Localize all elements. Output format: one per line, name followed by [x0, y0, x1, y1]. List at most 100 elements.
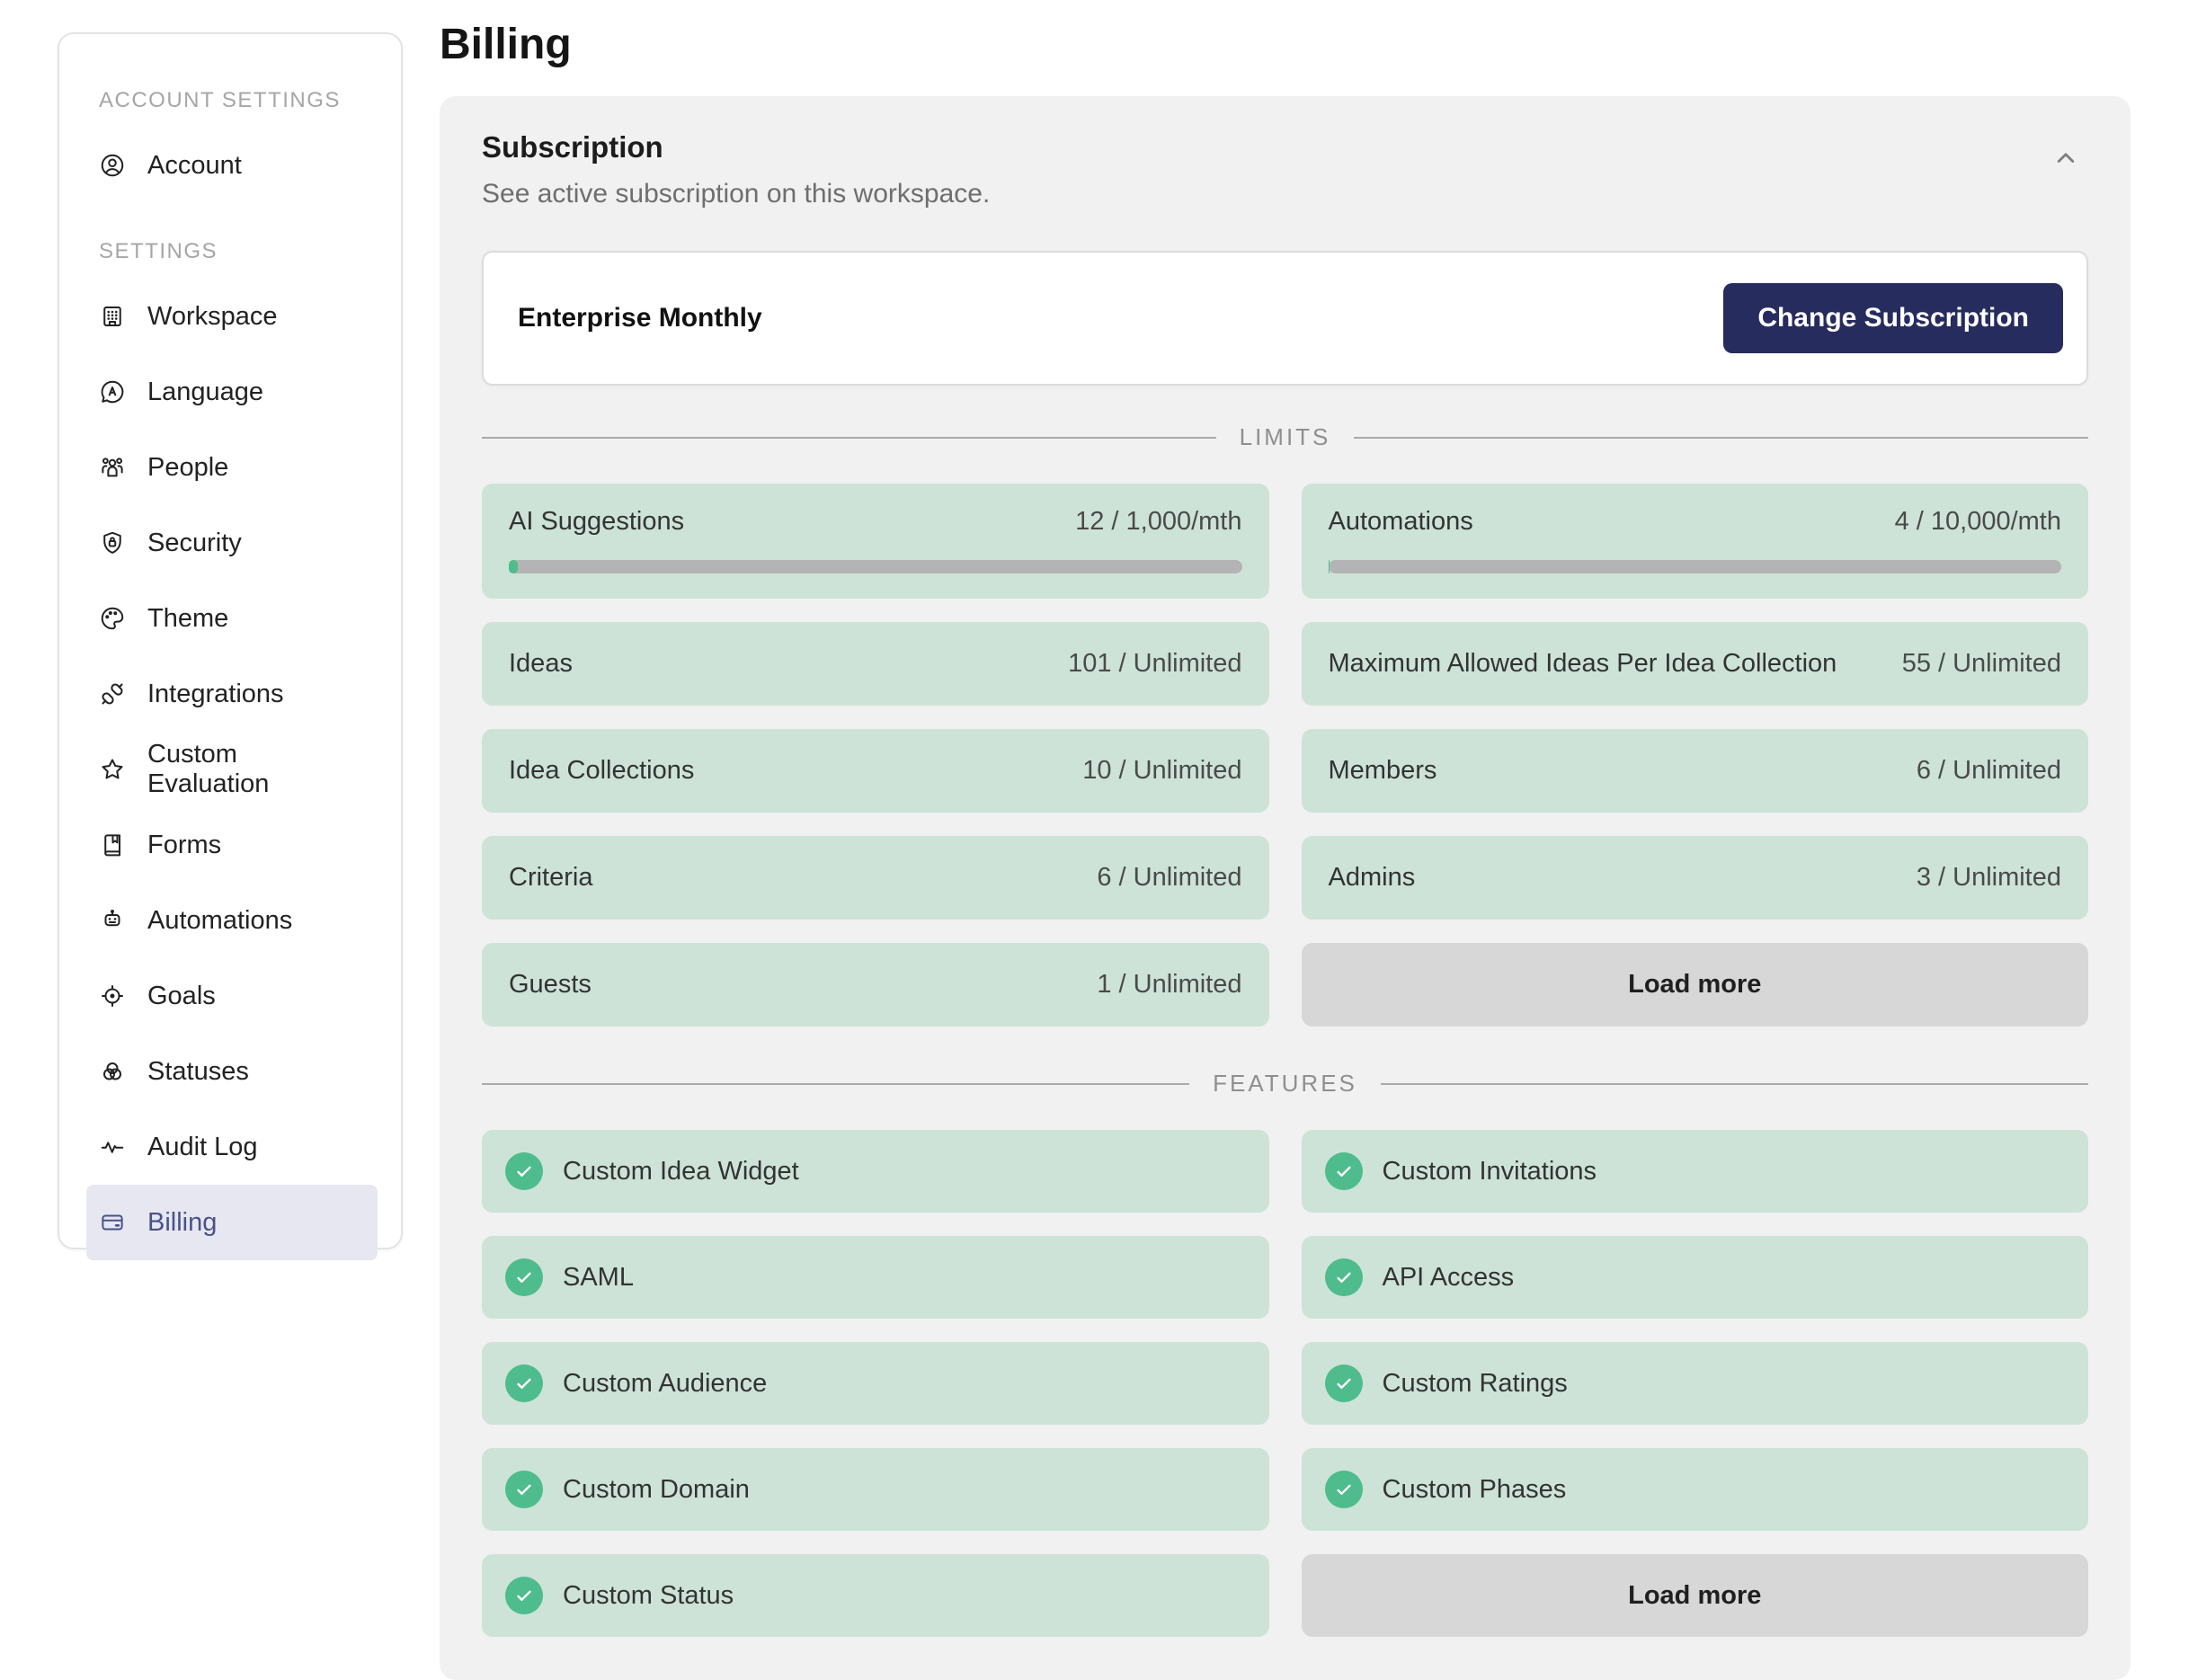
- feature-label: Custom Domain: [563, 1475, 750, 1505]
- statuses-icon: [99, 1058, 126, 1085]
- limit-name: Automations: [1329, 507, 1473, 537]
- limit-card: Admins 3 / Unlimited: [1302, 836, 2089, 920]
- check-icon: [505, 1152, 543, 1190]
- divider-line: [1381, 1083, 2088, 1085]
- limits-section-label: LIMITS: [1240, 423, 1331, 451]
- sidebar-item-audit-log[interactable]: Audit Log: [86, 1109, 378, 1185]
- limit-name: Members: [1329, 756, 1437, 786]
- check-icon: [505, 1577, 543, 1614]
- feature-card: Custom Phases: [1302, 1448, 2089, 1531]
- limit-name: AI Suggestions: [509, 507, 684, 537]
- check-icon: [1325, 1258, 1363, 1296]
- limit-value: 6 / Unlimited: [1097, 863, 1241, 893]
- check-icon: [505, 1364, 543, 1402]
- features-grid: Custom Idea Widget Custom Invitations SAML…: [482, 1130, 2088, 1637]
- limit-value: 6 / Unlimited: [1917, 756, 2061, 786]
- sidebar-section-label: ACCOUNT SETTINGS: [99, 88, 378, 113]
- pulse-icon: [99, 1133, 126, 1160]
- feature-label: Custom Idea Widget: [563, 1157, 799, 1187]
- limit-value: 1 / Unlimited: [1097, 970, 1241, 1000]
- feature-card: Custom Ratings: [1302, 1342, 2089, 1425]
- star-icon: [99, 756, 126, 783]
- limit-value: 3 / Unlimited: [1917, 863, 2061, 893]
- sidebar-item-label: Integrations: [147, 680, 284, 709]
- plan-card: Enterprise Monthly Change Subscription: [482, 251, 2088, 386]
- limit-value: 10 / Unlimited: [1082, 756, 1241, 786]
- sidebar-item-billing[interactable]: Billing: [86, 1185, 378, 1260]
- forms-icon: [99, 831, 126, 858]
- limit-value: 101 / Unlimited: [1068, 649, 1241, 679]
- sidebar-item-security[interactable]: Security: [86, 505, 378, 581]
- workspace-icon: [99, 303, 126, 330]
- sidebar-section-label: SETTINGS: [99, 239, 378, 264]
- subscription-title: Subscription: [482, 130, 990, 164]
- usage-progress-track: [1329, 560, 2062, 573]
- feature-label: SAML: [563, 1263, 634, 1293]
- feature-card: SAML: [482, 1236, 1269, 1319]
- sidebar-item-label: People: [147, 453, 228, 483]
- check-icon: [1325, 1471, 1363, 1508]
- sidebar-item-label: Forms: [147, 831, 221, 860]
- features-section-label: FEATURES: [1213, 1070, 1357, 1098]
- sidebar-item-label: Custom Evaluation: [147, 740, 365, 799]
- limit-name: Idea Collections: [509, 756, 694, 786]
- check-icon: [505, 1258, 543, 1296]
- limit-name: Criteria: [509, 863, 592, 893]
- limit-card: Guests 1 / Unlimited: [482, 943, 1269, 1027]
- feature-card: Custom Idea Widget: [482, 1130, 1269, 1213]
- subscription-header: Subscription See active subscription on …: [482, 130, 2088, 209]
- feature-card: Custom Domain: [482, 1448, 1269, 1531]
- sidebar-item-integrations[interactable]: Integrations: [86, 656, 378, 732]
- sidebar-item-label: Workspace: [147, 302, 278, 332]
- limits-load-more-button[interactable]: Load more: [1302, 943, 2089, 1027]
- sidebar-item-label: Statuses: [147, 1057, 249, 1087]
- limit-card: Maximum Allowed Ideas Per Idea Collectio…: [1302, 622, 2089, 706]
- credit-card-icon: [99, 1209, 126, 1236]
- sidebar-item-forms[interactable]: Forms: [86, 807, 378, 883]
- limit-card: Members 6 / Unlimited: [1302, 729, 2089, 813]
- sidebar-item-custom-evaluation[interactable]: Custom Evaluation: [86, 732, 378, 807]
- page-title: Billing: [440, 20, 2130, 69]
- sidebar-item-account[interactable]: Account: [86, 128, 378, 203]
- sidebar-item-theme[interactable]: Theme: [86, 581, 378, 656]
- usage-progress-track: [509, 560, 1242, 573]
- sidebar-item-language[interactable]: Language: [86, 354, 378, 430]
- limit-name: Admins: [1329, 863, 1416, 893]
- sidebar-item-goals[interactable]: Goals: [86, 958, 378, 1034]
- subscription-description: See active subscription on this workspac…: [482, 179, 990, 209]
- chevron-up-icon: [2050, 143, 2081, 173]
- feature-label: Custom Invitations: [1383, 1157, 1597, 1187]
- limit-name: Ideas: [509, 649, 573, 679]
- divider-line: [1354, 437, 2088, 439]
- sidebar-item-label: Audit Log: [147, 1133, 258, 1162]
- sidebar-item-people[interactable]: People: [86, 430, 378, 505]
- check-icon: [1325, 1152, 1363, 1190]
- sidebar-item-label: Automations: [147, 906, 292, 936]
- sidebar-item-label: Security: [147, 529, 242, 558]
- features-divider: FEATURES: [482, 1070, 2088, 1098]
- theme-icon: [99, 605, 126, 632]
- feature-label: Custom Status: [563, 1581, 734, 1611]
- features-load-more-button[interactable]: Load more: [1302, 1554, 2089, 1637]
- language-icon: [99, 378, 126, 405]
- limits-divider: LIMITS: [482, 423, 2088, 451]
- security-icon: [99, 529, 126, 556]
- sidebar-item-workspace[interactable]: Workspace: [86, 279, 378, 354]
- feature-label: Custom Audience: [563, 1369, 767, 1399]
- change-subscription-button[interactable]: Change Subscription: [1723, 283, 2063, 353]
- subscription-header-text: Subscription See active subscription on …: [482, 130, 990, 209]
- sidebar-item-label: Theme: [147, 604, 228, 634]
- subscription-panel: Subscription See active subscription on …: [440, 96, 2130, 1680]
- divider-line: [482, 1083, 1189, 1085]
- limit-name: Guests: [509, 970, 592, 1000]
- limit-card: Idea Collections 10 / Unlimited: [482, 729, 1269, 813]
- sidebar-item-automations[interactable]: Automations: [86, 883, 378, 958]
- billing-main: Billing Subscription See active subscrip…: [440, 0, 2130, 1680]
- sidebar-item-statuses[interactable]: Statuses: [86, 1034, 378, 1109]
- collapse-section-button[interactable]: [2043, 136, 2088, 183]
- target-icon: [99, 982, 126, 1009]
- feature-card: Custom Invitations: [1302, 1130, 2089, 1213]
- account-icon: [99, 152, 126, 179]
